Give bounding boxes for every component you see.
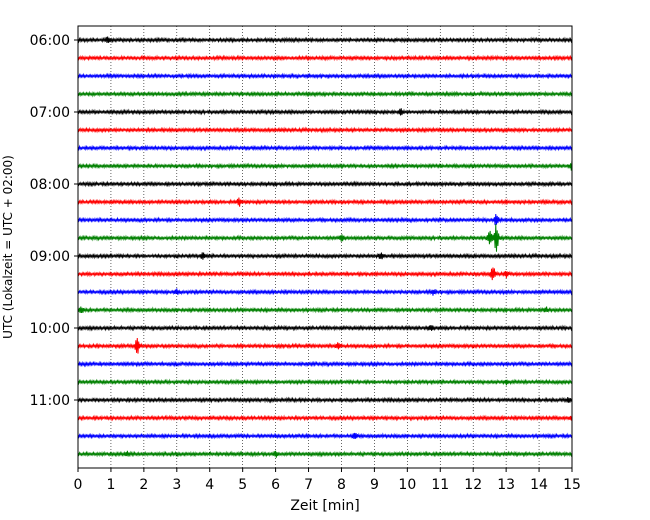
seismic-trace <box>77 90 573 98</box>
x-tick-label: 13 <box>497 477 515 493</box>
x-tick-label: 5 <box>238 477 247 493</box>
y-tick-label: 06:00 <box>30 33 70 49</box>
y-axis-label: UTC (Lokalzeit = UTC + 02:00) <box>1 155 15 339</box>
seismic-trace <box>77 108 573 116</box>
x-tick-label: 15 <box>563 477 581 493</box>
seismic-trace <box>77 214 573 226</box>
x-tick-label: 3 <box>172 477 181 493</box>
seismic-trace <box>77 414 573 422</box>
x-tick-label: 10 <box>398 477 416 493</box>
y-tick-label: 08:00 <box>30 177 70 193</box>
y-tick-label: 10:00 <box>30 321 70 337</box>
seismic-trace <box>77 160 573 171</box>
seismic-trace <box>77 54 573 62</box>
x-tick-label: 14 <box>530 477 548 493</box>
plot-frame <box>77 25 573 469</box>
seismic-trace <box>77 252 573 260</box>
x-axis-label: Zeit [min] <box>290 498 359 514</box>
x-tick-label: 6 <box>271 477 280 493</box>
seismic-trace <box>77 306 573 314</box>
trace-group <box>77 36 573 458</box>
x-tick-label: 4 <box>205 477 214 493</box>
seismic-trace <box>77 267 573 281</box>
plot-background <box>78 26 572 468</box>
seismic-trace <box>77 360 573 368</box>
seismic-trace <box>77 288 573 296</box>
seismic-trace <box>77 396 573 404</box>
x-tick-label: 1 <box>106 477 115 493</box>
seismic-trace <box>77 378 573 386</box>
y-tick-label: 07:00 <box>30 105 70 121</box>
y-tick-label: 11:00 <box>30 393 70 409</box>
x-tick-label: 0 <box>74 477 83 493</box>
seismic-trace <box>77 72 573 80</box>
x-axis: 0 1 2 3 4 5 6 7 8 9 10 11 12 13 14 15 <box>74 468 581 493</box>
seismic-trace <box>77 144 573 152</box>
y-axis: 06:00 07:00 08:00 09:00 10:00 11:00 <box>30 33 78 409</box>
seismic-trace <box>77 450 573 458</box>
x-tick-label: 2 <box>139 477 148 493</box>
seismic-trace <box>77 324 573 332</box>
x-tick-label: 12 <box>464 477 482 493</box>
seismic-trace <box>77 126 573 134</box>
seismic-trace <box>77 432 573 440</box>
seismic-trace <box>77 180 573 188</box>
y-tick-label: 09:00 <box>30 249 70 265</box>
seismic-trace <box>77 224 573 252</box>
seismic-trace <box>77 36 573 44</box>
x-tick-label: 7 <box>304 477 313 493</box>
x-tick-label: 9 <box>370 477 379 493</box>
x-tick-label: 8 <box>337 477 346 493</box>
seismic-trace <box>77 197 573 207</box>
seismic-trace <box>77 337 573 354</box>
x-tick-label: 11 <box>431 477 449 493</box>
